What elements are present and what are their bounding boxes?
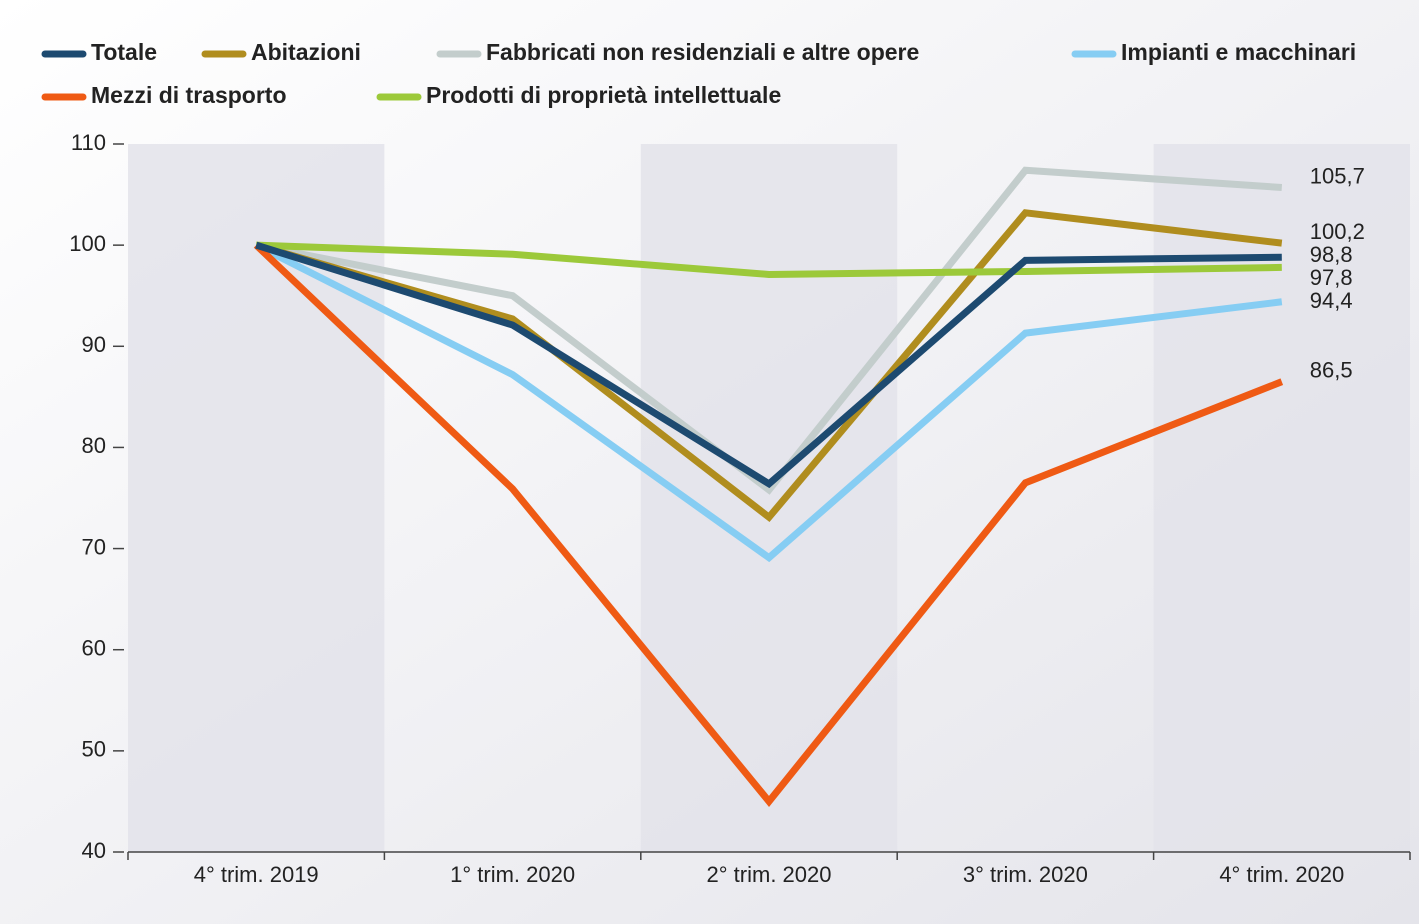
x-tick-label: 3° trim. 2020 xyxy=(963,862,1088,887)
y-tick-label: 80 xyxy=(82,433,106,458)
y-tick-label: 40 xyxy=(82,838,106,863)
y-tick-label: 50 xyxy=(82,737,106,762)
x-tick-label: 4° trim. 2020 xyxy=(1219,862,1344,887)
legend-label: Mezzi di trasporto xyxy=(91,82,287,108)
band xyxy=(1153,144,1410,852)
y-tick-label: 90 xyxy=(82,332,106,357)
legend-label: Impianti e macchinari xyxy=(1121,39,1356,65)
band xyxy=(640,144,898,852)
series-line xyxy=(253,242,1284,807)
legend-label: Fabbricati non residenziali e altre oper… xyxy=(486,39,919,65)
legend-label: Prodotti di proprietà intellettuale xyxy=(426,82,781,108)
value-label: 86,5 xyxy=(1310,357,1353,382)
value-label: 94,4 xyxy=(1310,288,1353,313)
series-line xyxy=(255,209,1283,523)
series-line xyxy=(255,166,1283,495)
y-tick-label: 60 xyxy=(82,636,106,661)
x-tick-label: 4° trim. 2019 xyxy=(194,862,319,887)
value-label: 100,2 xyxy=(1310,219,1365,244)
legend-label: Totale xyxy=(91,39,157,65)
x-tick-label: 2° trim. 2020 xyxy=(707,862,832,887)
y-tick-label: 70 xyxy=(82,534,106,559)
value-label: 98,8 xyxy=(1310,242,1353,267)
value-label: 97,8 xyxy=(1310,265,1353,290)
x-tick-label: 1° trim. 2020 xyxy=(450,862,575,887)
series-line xyxy=(254,242,1283,563)
value-label: 105,7 xyxy=(1310,163,1365,188)
series-line xyxy=(255,241,1282,489)
y-tick-label: 100 xyxy=(69,231,106,256)
legend-label: Abitazioni xyxy=(251,39,361,65)
series-line xyxy=(256,241,1282,278)
y-tick-label: 110 xyxy=(71,130,106,155)
